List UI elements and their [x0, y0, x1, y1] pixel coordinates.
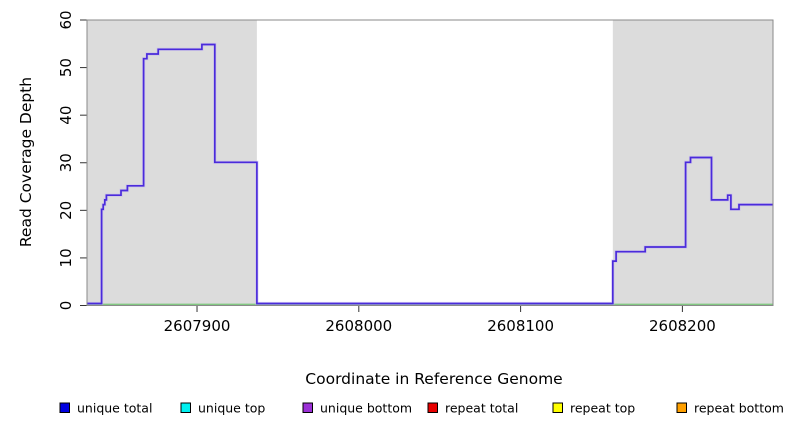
legend-swatch	[427, 402, 438, 413]
y-tick-label: 50	[57, 58, 75, 77]
legend-swatch	[676, 402, 687, 413]
legend: unique total unique top unique bottom repea…	[59, 401, 784, 416]
y-tick-label: 20	[57, 201, 75, 220]
legend-swatch	[552, 402, 563, 413]
axis-layer: 2607900 2608000 2608100 2608200 0 10 20 30 40 50 6…	[57, 10, 716, 335]
x-axis-title: Coordinate in Reference Genome	[305, 370, 562, 388]
legend-label: repeat top	[570, 401, 635, 416]
legend-swatch	[180, 402, 191, 413]
shaded-regions-layer	[87, 20, 773, 305]
x-tick-label: 2608200	[649, 317, 716, 335]
legend-label: unique total	[77, 401, 152, 416]
x-tick-label: 2607900	[164, 317, 231, 335]
series-layer	[87, 42, 773, 306]
legend-item: unique top	[180, 401, 265, 416]
legend-label: repeat total	[445, 401, 518, 416]
legend-item: repeat total	[427, 401, 518, 416]
y-tick-label: 10	[57, 248, 75, 267]
plot-border	[86, 19, 774, 306]
legend-item: repeat bottom	[676, 401, 784, 416]
legend-swatch	[302, 402, 313, 413]
x-tick-label: 2608100	[487, 317, 554, 335]
legend-label: repeat bottom	[694, 401, 784, 416]
legend-swatch	[59, 402, 70, 413]
y-tick-label: 40	[57, 106, 75, 125]
coverage-step-line	[87, 43, 773, 305]
y-tick-label: 30	[57, 153, 75, 172]
y-axis-title: Read Coverage Depth	[17, 77, 35, 247]
legend-item: unique bottom	[302, 401, 412, 416]
legend-item: repeat top	[552, 401, 635, 416]
legend-label: unique bottom	[320, 401, 412, 416]
y-tick-label: 60	[57, 10, 75, 29]
shaded-region	[612, 20, 773, 305]
legend-label: unique top	[198, 401, 265, 416]
y-tick-label: 0	[57, 301, 75, 311]
x-tick-label: 2608000	[325, 317, 392, 335]
legend-item: unique total	[59, 401, 152, 416]
